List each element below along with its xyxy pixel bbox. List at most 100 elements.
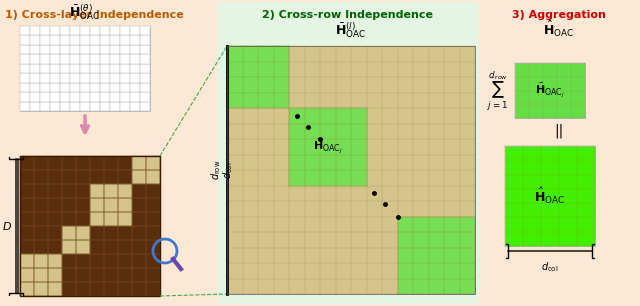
Bar (20, 226, 34, 240)
Bar (30, 45, 40, 54)
Bar (110, 26, 120, 35)
Bar (62, 268, 76, 282)
Bar (104, 282, 118, 296)
Bar (20, 73, 30, 83)
Bar (80, 35, 90, 45)
Bar (20, 102, 30, 111)
Bar (120, 64, 130, 73)
Bar (48, 156, 62, 170)
Bar (70, 45, 80, 54)
Bar (34, 254, 48, 268)
Bar (20, 26, 150, 111)
Bar (62, 170, 76, 184)
Bar (60, 102, 70, 111)
Bar (140, 45, 150, 54)
Bar (20, 156, 160, 296)
Bar (130, 83, 140, 92)
Bar (140, 64, 150, 73)
Bar (90, 226, 104, 240)
Bar (104, 268, 118, 282)
Text: $d_{\mathrm{row}}$: $d_{\mathrm{row}}$ (209, 160, 223, 180)
Bar (50, 73, 60, 83)
Bar (100, 92, 110, 102)
Bar (132, 268, 146, 282)
Bar (90, 54, 100, 64)
Bar (120, 92, 130, 102)
Bar (130, 54, 140, 64)
Bar (289, 108, 367, 185)
Bar (62, 254, 76, 268)
Bar (70, 26, 80, 35)
Text: $\bar{\mathbf{H}}_{\mathrm{OAC}}^{(l)}$: $\bar{\mathbf{H}}_{\mathrm{OAC}}^{(l)}$ (335, 21, 367, 40)
Text: $d_{\mathrm{col}}$: $d_{\mathrm{col}}$ (221, 161, 235, 179)
Bar (48, 268, 62, 282)
Bar (60, 45, 70, 54)
Bar (20, 282, 34, 296)
Bar (76, 184, 90, 198)
Bar (110, 102, 120, 111)
Bar (20, 268, 34, 282)
Bar (146, 254, 160, 268)
Bar (110, 73, 120, 83)
Bar (34, 268, 48, 282)
Bar (146, 212, 160, 226)
Bar (104, 212, 118, 226)
Bar (70, 35, 80, 45)
Bar (140, 83, 150, 92)
Text: $\bar{\mathbf{H}}_{\mathrm{OAC}}^{(\theta)}$: $\bar{\mathbf{H}}_{\mathrm{OAC}}^{(\thet… (70, 2, 100, 22)
Bar (90, 26, 100, 35)
Bar (34, 170, 48, 184)
Text: $\bar{\mathbf{H}}_{\mathrm{OAC}_j}$: $\bar{\mathbf{H}}_{\mathrm{OAC}_j}$ (313, 138, 342, 156)
Bar (48, 254, 62, 268)
Bar (80, 92, 90, 102)
Bar (20, 254, 34, 268)
Bar (62, 240, 76, 254)
Bar (60, 64, 70, 73)
Bar (48, 226, 62, 240)
Bar (132, 282, 146, 296)
Bar (62, 226, 76, 240)
Bar (80, 26, 90, 35)
Bar (50, 92, 60, 102)
Bar (48, 184, 62, 198)
Bar (146, 226, 160, 240)
Bar (110, 35, 120, 45)
Bar (140, 92, 150, 102)
Bar (60, 54, 70, 64)
Bar (110, 45, 120, 54)
Bar (90, 45, 100, 54)
Bar (80, 54, 90, 64)
Text: $\hat{\mathbf{H}}_{\mathrm{OAC}}$: $\hat{\mathbf{H}}_{\mathrm{OAC}}$ (543, 19, 575, 39)
Bar (140, 26, 150, 35)
Bar (80, 102, 90, 111)
Bar (100, 35, 110, 45)
Text: $\bar{\mathbf{H}}_{\mathrm{OAC}_j}$: $\bar{\mathbf{H}}_{\mathrm{OAC}_j}$ (535, 81, 565, 100)
Bar (90, 212, 104, 226)
Bar (104, 254, 118, 268)
Bar (48, 198, 62, 212)
Text: $D$: $D$ (2, 220, 12, 232)
Bar (40, 92, 50, 102)
Bar (104, 184, 118, 198)
Bar (40, 73, 50, 83)
Bar (100, 64, 110, 73)
Bar (100, 73, 110, 83)
Bar (76, 170, 90, 184)
Text: 1) Cross-layer Independence: 1) Cross-layer Independence (5, 10, 184, 20)
Bar (40, 45, 50, 54)
Bar (34, 268, 48, 282)
Bar (34, 226, 48, 240)
Text: $\sum_{j=1}^{d_{\mathrm{row}}}$: $\sum_{j=1}^{d_{\mathrm{row}}}$ (486, 69, 508, 113)
Bar (120, 83, 130, 92)
Bar (20, 26, 30, 35)
Bar (132, 254, 146, 268)
Bar (118, 282, 132, 296)
Bar (104, 156, 118, 170)
Bar (34, 282, 48, 296)
Bar (48, 170, 62, 184)
Bar (100, 45, 110, 54)
Bar (90, 198, 104, 212)
Bar (110, 64, 120, 73)
Bar (76, 156, 90, 170)
Bar (118, 240, 132, 254)
